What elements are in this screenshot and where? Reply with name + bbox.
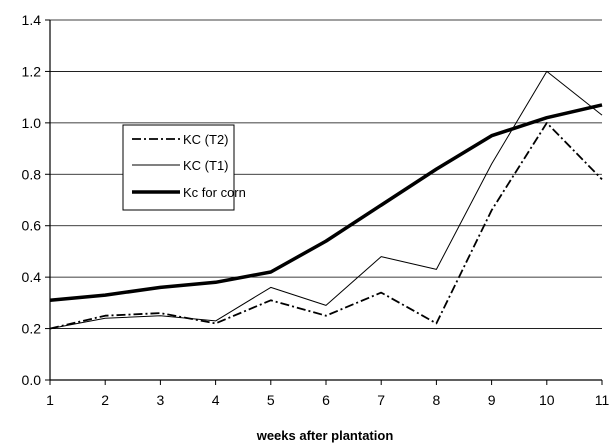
x-tick-label: 10 [539,392,555,408]
x-tick-label: 6 [322,392,330,408]
x-tick-label: 9 [488,392,496,408]
x-axis-title: weeks after plantation [256,428,394,443]
y-tick-label: 0.4 [22,269,42,285]
x-tick-label: 4 [212,392,220,408]
x-tick-label: 5 [267,392,275,408]
x-tick-label: 11 [595,392,610,408]
series-kc-corn-line [49,103,603,303]
y-tick-label: 0.6 [22,218,42,234]
legend-label-kc-t2: KC (T2) [183,132,229,147]
y-tick-label: 1.4 [22,12,42,28]
x-tick-label: 8 [433,392,441,408]
x-tick-label: 7 [377,392,385,408]
x-tick-label: 2 [101,392,109,408]
y-tick-label: 0.8 [22,166,42,182]
x-tick-label: 1 [46,392,54,408]
legend: KC (T2) KC (T1) Kc for corn [122,124,246,211]
y-tick-label: 0.0 [22,372,42,388]
x-tick-label: 3 [157,392,165,408]
series-kc-t2-line [49,122,603,330]
series-lines [49,70,603,330]
legend-label-kc-corn: Kc for corn [183,185,246,200]
y-tick-label: 1.2 [22,63,42,79]
legend-label-kc-t1: KC (T1) [183,158,229,173]
series-kc-t1-line [49,70,603,330]
y-tick-label: 0.2 [22,321,42,337]
y-tick-label: 1.0 [22,115,42,131]
axes: 0.0 0.2 0.4 0.6 0.8 1.0 1.2 1.4 1 2 3 4 5 6 7 8 9 10 11 [22,12,610,408]
